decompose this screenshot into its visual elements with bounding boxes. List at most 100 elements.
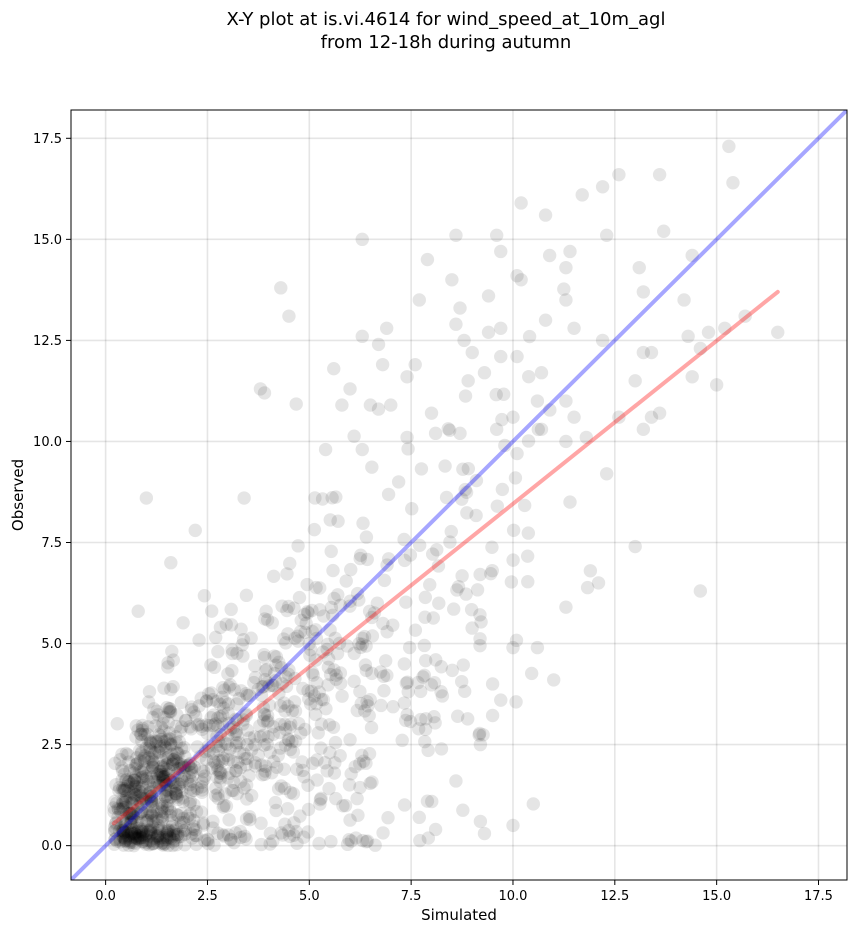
data-point: [213, 764, 227, 778]
data-point: [247, 730, 262, 744]
data-point: [216, 829, 231, 843]
data-point: [417, 668, 432, 682]
data-point: [413, 684, 428, 699]
data-point: [160, 733, 174, 747]
data-point: [117, 831, 131, 845]
data-point: [177, 759, 192, 773]
data-point: [206, 814, 220, 829]
data-point: [310, 676, 324, 690]
data-point: [163, 773, 177, 787]
y-tick-label: 12.5: [33, 334, 62, 349]
data-point: [263, 745, 277, 759]
data-point: [207, 660, 222, 675]
data-point: [128, 827, 143, 841]
data-point: [242, 688, 257, 703]
data-point: [224, 833, 238, 847]
data-point: [123, 791, 137, 805]
data-point: [123, 822, 137, 837]
data-point: [120, 824, 134, 838]
data-point: [494, 321, 508, 335]
data-point: [211, 743, 226, 758]
data-point: [190, 781, 204, 796]
data-point: [174, 772, 189, 787]
data-point: [127, 810, 141, 824]
data-point: [183, 811, 197, 826]
data-point: [176, 760, 191, 775]
data-point: [226, 754, 241, 769]
data-point: [260, 662, 274, 677]
data-point: [122, 784, 136, 799]
data-point: [169, 838, 184, 852]
data-point: [361, 699, 375, 713]
data-point: [118, 833, 133, 847]
data-point: [283, 556, 297, 571]
data-point: [129, 758, 143, 772]
data-point: [263, 826, 278, 840]
data-point: [134, 831, 148, 845]
data-point: [165, 819, 180, 833]
data-point: [157, 769, 171, 784]
data-point: [123, 806, 137, 820]
data-point: [477, 366, 492, 380]
data-point: [200, 726, 214, 740]
data-point: [146, 760, 160, 775]
data-point: [429, 653, 443, 667]
data-point: [403, 548, 418, 562]
data-point: [451, 580, 466, 594]
data-point: [465, 345, 479, 360]
data-point: [199, 752, 214, 767]
data-point: [563, 495, 577, 509]
data-point: [400, 430, 414, 445]
data-point: [225, 646, 239, 661]
data-point: [279, 636, 293, 650]
data-point: [489, 228, 504, 243]
data-point: [239, 588, 254, 603]
data-point: [580, 580, 595, 595]
data-point: [210, 770, 224, 784]
data-point: [123, 763, 137, 778]
data-point: [213, 774, 227, 789]
data-point: [166, 826, 181, 841]
data-point: [340, 837, 355, 852]
data-point: [139, 827, 153, 841]
data-point: [248, 659, 262, 673]
data-point: [164, 705, 178, 719]
data-point: [151, 818, 165, 833]
data-point: [239, 708, 254, 723]
data-point: [495, 412, 509, 427]
data-point: [178, 760, 192, 775]
data-point: [155, 797, 169, 811]
data-point: [135, 770, 150, 784]
data-point: [314, 717, 329, 731]
data-point: [412, 810, 426, 825]
data-point: [145, 819, 159, 833]
data-point: [449, 317, 463, 331]
data-point: [534, 366, 549, 380]
data-point: [141, 733, 155, 747]
data-point: [329, 490, 343, 504]
data-point: [116, 802, 130, 816]
data-point: [256, 700, 271, 715]
data-point: [170, 708, 184, 722]
data-point: [237, 747, 251, 761]
data-point: [200, 694, 214, 708]
data-point: [192, 717, 206, 731]
data-point: [531, 422, 545, 437]
data-point: [428, 822, 443, 837]
data-point: [210, 759, 224, 773]
data-point: [332, 636, 347, 650]
data-point: [128, 779, 143, 793]
data-point: [559, 394, 573, 408]
data-point: [142, 755, 157, 769]
data-point: [213, 766, 227, 780]
data-point: [149, 781, 163, 795]
data-point: [196, 818, 211, 832]
data-point: [111, 801, 125, 815]
data-point: [559, 434, 573, 449]
data-point: [125, 822, 139, 837]
data-point: [223, 742, 237, 756]
data-point: [240, 688, 254, 703]
data-point: [164, 782, 178, 797]
data-point: [278, 738, 293, 752]
data-point: [133, 828, 147, 843]
